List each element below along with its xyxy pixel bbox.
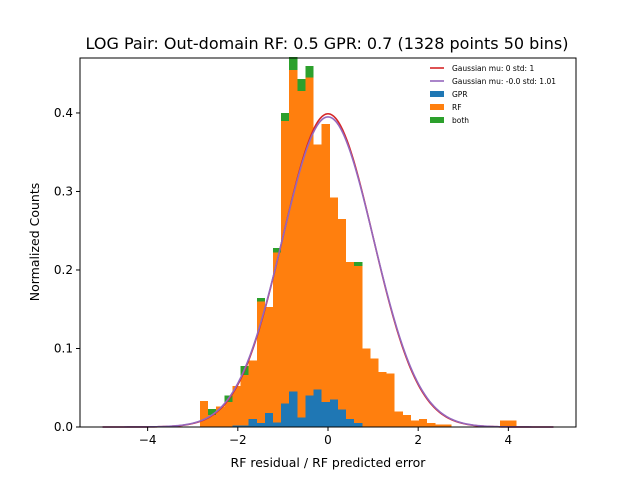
gpr-bar: [272, 422, 282, 427]
both-bar: [272, 247, 282, 253]
x-tick-label: 4: [505, 433, 513, 447]
rf-bar: [256, 301, 265, 427]
rf-bar: [224, 401, 233, 427]
gpr-bar: [337, 409, 347, 427]
legend-label: Gaussian mu: -0.0 std: 1.01: [452, 77, 556, 86]
y-tick-label: 0.0: [54, 420, 73, 434]
rf-bar: [289, 69, 298, 427]
rf-bar: [216, 406, 225, 427]
rf-bar: [313, 144, 322, 428]
rf-bar: [232, 386, 241, 427]
rf-bar: [419, 419, 428, 427]
gpr-bar: [289, 391, 298, 427]
both-bar: [289, 57, 298, 70]
both-bar: [208, 408, 217, 416]
y-tick-label: 0.4: [54, 106, 73, 120]
x-tick-label: 0: [324, 433, 332, 447]
rf-bar: [337, 218, 347, 427]
y-tick-label: 0.2: [54, 263, 73, 277]
rf-bar: [386, 373, 395, 427]
legend: Gaussian mu: 0 std: 1 Gaussian mu: -0.0 s…: [430, 64, 556, 125]
rf-bar: [305, 77, 314, 428]
plot-area: [102, 57, 554, 428]
gpr-bar: [354, 423, 363, 427]
rf-bar: [199, 401, 209, 427]
legend-label: both: [452, 116, 469, 125]
gpr-bar: [264, 412, 273, 427]
rf-bar: [362, 348, 371, 427]
rf-bar: [410, 420, 420, 427]
gpr-bar: [256, 423, 265, 427]
rf-bar: [378, 372, 387, 427]
both-bar: [354, 262, 363, 267]
both-bar: [281, 112, 290, 121]
gpr-bar: [240, 425, 249, 427]
rf-bar: [321, 123, 330, 427]
x-tick-label: −4: [139, 433, 157, 447]
y-axis: 0.0 0.1 0.2 0.3 0.4: [54, 106, 80, 434]
gpr-bar: [248, 419, 257, 427]
legend-label: RF: [452, 103, 462, 112]
y-tick-label: 0.3: [54, 184, 73, 198]
gaussian-curve-2: [102, 116, 554, 428]
rf-bar: [346, 262, 355, 427]
both-bar: [297, 79, 306, 91]
legend-patch-swatch: [430, 117, 444, 123]
rf-bar: [402, 415, 411, 427]
gpr-bar: [281, 403, 290, 427]
y-tick-label: 0.1: [54, 341, 73, 355]
rf-bar: [297, 90, 306, 428]
rf-bar: [208, 415, 217, 427]
x-axis-label: RF residual / RF predicted error: [231, 455, 427, 470]
rf-bar: [264, 306, 273, 427]
rf-bar: [435, 424, 444, 427]
rf-bar: [508, 420, 517, 427]
rf-bar: [248, 360, 257, 427]
gpr-bar: [297, 417, 306, 427]
rf-bar: [370, 358, 379, 427]
legend-patch-swatch: [430, 104, 444, 110]
rf-bar: [354, 266, 363, 427]
x-tick-label: −2: [229, 433, 247, 447]
rf-bar: [240, 375, 249, 427]
rf-bar: [329, 197, 338, 427]
gpr-bar: [329, 399, 338, 427]
legend-label: Gaussian mu: 0 std: 1: [452, 64, 534, 73]
legend-patch-swatch: [430, 91, 444, 97]
chart-title: LOG Pair: Out-domain RF: 0.5 GPR: 0.7 (1…: [86, 34, 569, 53]
gpr-bar: [313, 389, 322, 427]
rf-bar: [394, 411, 403, 427]
gpr-bar: [346, 419, 355, 427]
both-bar: [256, 298, 265, 302]
x-axis: −4 −2 0 2 4: [139, 427, 512, 447]
legend-label: GPR: [452, 90, 468, 99]
rf-bar: [272, 252, 282, 427]
gpr-bar: [321, 401, 330, 427]
rf-bar: [500, 420, 509, 427]
rf-bar: [427, 423, 436, 427]
rf-bar: [281, 120, 290, 428]
y-axis-label: Normalized Counts: [27, 183, 42, 302]
x-tick-label: 2: [414, 433, 422, 447]
gpr-bar: [232, 425, 241, 427]
both-bar: [305, 65, 314, 78]
rf-bar: [443, 424, 452, 427]
gpr-bar: [305, 395, 314, 427]
